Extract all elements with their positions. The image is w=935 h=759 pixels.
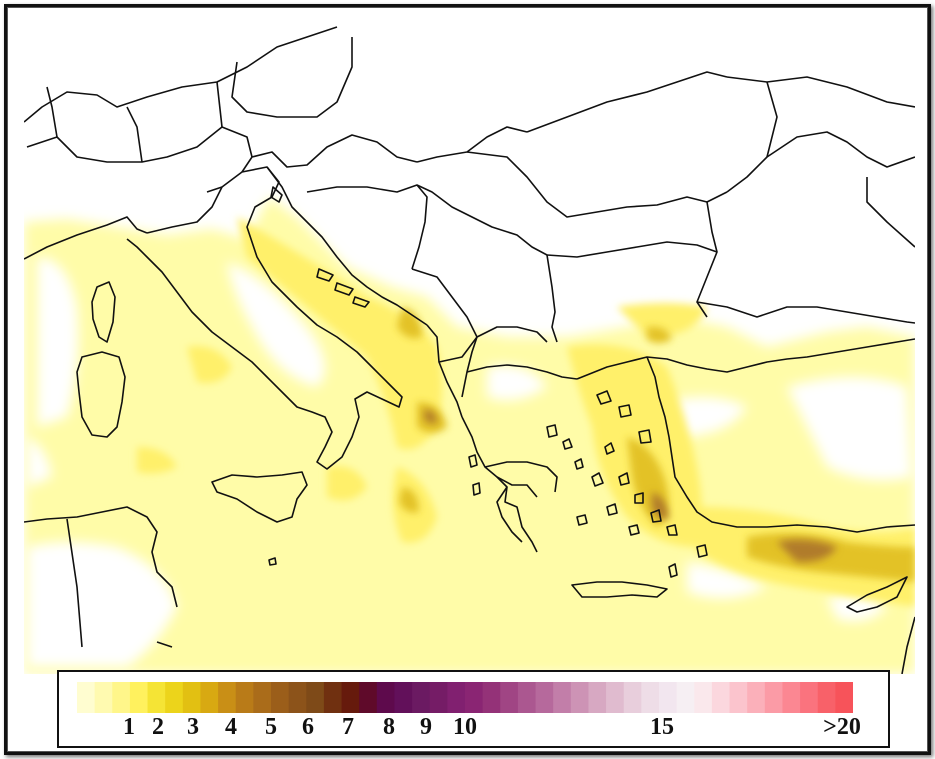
color-scale-swatch [94, 682, 113, 713]
color-scale-swatch [147, 682, 166, 713]
color-scale-swatch [800, 682, 819, 713]
color-scale-swatch [200, 682, 219, 713]
color-scale-swatch [323, 682, 343, 713]
color-scale-swatch [429, 682, 448, 713]
color-scale-swatch [694, 682, 713, 713]
color-scale-swatch [588, 682, 607, 713]
color-scale-swatch [729, 682, 748, 713]
color-scale-swatch [376, 682, 396, 713]
color-scale-swatch [676, 682, 695, 713]
color-scale-tick-label: 4 [225, 714, 237, 740]
color-scale-swatch [623, 682, 642, 713]
color-scale-swatch [465, 682, 484, 713]
color-scale-legend: 1 2 3 4 5 6 7 8 9 10 15 >20 [57, 670, 890, 748]
color-scale-swatch [165, 682, 184, 713]
color-scale-tick-label: 2 [152, 714, 164, 740]
color-scale-bar [77, 682, 853, 713]
field-clear-areas [27, 257, 912, 667]
color-scale-tick-label: >20 [823, 714, 861, 740]
color-scale-swatch [235, 682, 254, 713]
color-scale-swatch [412, 682, 431, 713]
color-scale-swatch [553, 682, 572, 713]
color-scale-swatch [129, 682, 149, 713]
color-scale-swatch [641, 682, 660, 713]
map-frame: 1 2 3 4 5 6 7 8 9 10 15 >20 [4, 4, 931, 755]
color-scale-swatch [747, 682, 766, 713]
color-scale-swatch [500, 682, 519, 713]
field-level-4 [424, 409, 837, 563]
color-scale-swatch [359, 682, 378, 713]
color-scale-swatch [711, 682, 731, 713]
coastlines-and-borders [24, 26, 915, 674]
color-scale-swatch [271, 682, 290, 713]
color-scale-swatch [517, 682, 537, 713]
color-scale-swatch [535, 682, 554, 713]
color-scale-swatch [606, 682, 625, 713]
color-scale-tick-label: 3 [187, 714, 199, 740]
color-scale-swatch [817, 682, 836, 713]
color-scale-tick-label: 9 [420, 714, 432, 740]
color-scale-tick-label: 6 [302, 714, 314, 740]
color-scale-swatch [447, 682, 466, 713]
color-scale-swatch [253, 682, 272, 713]
color-scale-swatch [394, 682, 413, 713]
color-scale-swatch [112, 682, 131, 713]
color-scale-tick-label: 1 [123, 714, 135, 740]
color-scale-swatch [182, 682, 202, 713]
color-scale-swatch [306, 682, 325, 713]
color-scale-swatch [77, 682, 96, 713]
color-scale-tick-label: 15 [650, 714, 674, 740]
color-scale-tick-label: 5 [265, 714, 277, 740]
color-scale-swatch [482, 682, 501, 713]
color-scale-swatch [835, 682, 853, 713]
color-scale-tick-label: 7 [342, 714, 354, 740]
color-scale-swatch [288, 682, 307, 713]
map-canvas [24, 24, 915, 674]
color-scale-swatch [659, 682, 678, 713]
color-scale-swatch [764, 682, 784, 713]
color-scale-tick-label: 8 [383, 714, 395, 740]
color-scale-tick-label: 10 [453, 714, 477, 740]
color-scale-swatch [218, 682, 237, 713]
color-scale-swatch [570, 682, 590, 713]
color-scale-swatch [782, 682, 801, 713]
color-scale-swatch [341, 682, 360, 713]
